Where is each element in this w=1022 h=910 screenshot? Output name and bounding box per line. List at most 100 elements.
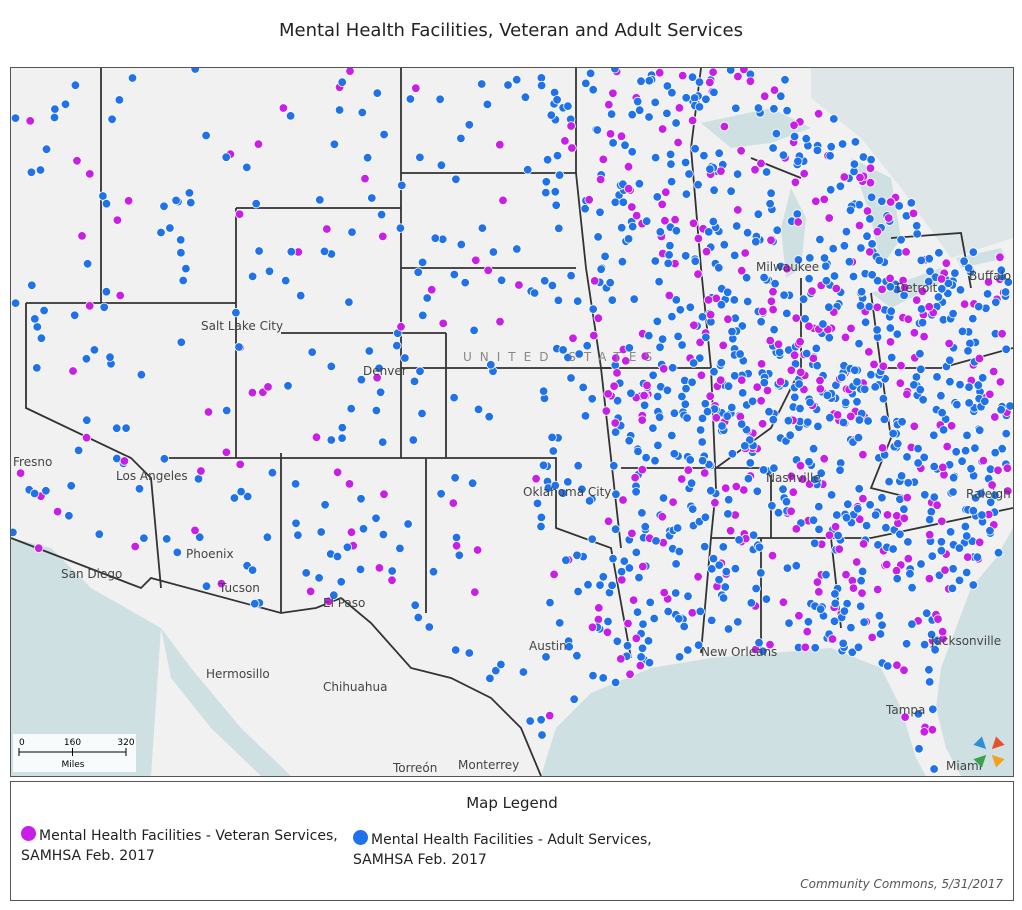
facility-dot xyxy=(885,282,896,292)
facility-dot xyxy=(869,359,879,370)
facility-dot xyxy=(753,209,764,219)
facility-dot xyxy=(693,572,703,582)
facility-dot xyxy=(863,416,873,426)
facility-dot xyxy=(616,131,627,141)
facility-dot xyxy=(805,397,815,408)
facility-dot xyxy=(689,320,699,330)
facility-dot xyxy=(844,256,855,267)
facility-dot xyxy=(918,395,928,405)
facility-dot xyxy=(372,88,383,98)
facility-dot xyxy=(815,234,825,245)
facility-dot xyxy=(101,198,112,209)
facility-dot xyxy=(830,589,840,599)
facility-dot xyxy=(322,224,332,234)
facility-dot xyxy=(553,295,564,306)
facility-dot xyxy=(677,340,687,350)
facility-dot xyxy=(811,196,821,207)
legend-item: Mental Health Facilities - Adult Service… xyxy=(353,830,663,870)
facility-dot xyxy=(15,468,26,478)
facility-dot xyxy=(881,523,891,533)
facility-dot xyxy=(491,665,501,676)
facility-dot xyxy=(324,596,334,607)
facility-dot xyxy=(732,221,742,231)
facility-dot xyxy=(538,460,549,471)
facility-dot xyxy=(739,485,749,495)
facility-dot xyxy=(665,240,675,251)
facility-dot xyxy=(708,216,719,227)
facility-dot xyxy=(249,599,260,609)
facility-dot xyxy=(687,377,697,388)
facility-dot xyxy=(242,491,253,502)
facility-dot xyxy=(649,613,659,624)
scale-bar: 0 160 320 Miles xyxy=(13,734,136,772)
legend-item: Mental Health Facilities - Veteran Servi… xyxy=(21,826,341,866)
facility-dot xyxy=(912,295,922,305)
facility-dot xyxy=(883,661,893,671)
facility-dot xyxy=(657,334,668,344)
facility-dot xyxy=(804,457,814,467)
facility-dot xyxy=(701,94,711,105)
facility-dot xyxy=(637,643,648,654)
facility-dot xyxy=(794,379,804,389)
facility-dot xyxy=(293,530,303,540)
facility-dot xyxy=(545,597,555,608)
place-label: Tucson xyxy=(218,581,260,595)
facility-dot xyxy=(582,341,592,351)
facility-dot xyxy=(545,710,555,721)
facility-dot xyxy=(963,346,973,356)
facility-dot xyxy=(839,606,850,616)
facility-dot xyxy=(548,446,559,456)
facility-dot xyxy=(283,381,293,391)
facility-dot xyxy=(866,192,877,203)
facility-dot xyxy=(903,553,914,564)
facility-dot xyxy=(32,322,43,332)
facility-dot xyxy=(996,265,1007,275)
facility-dot xyxy=(758,306,768,317)
facility-dot xyxy=(974,353,985,364)
facility-dot xyxy=(718,340,728,351)
facility-dot xyxy=(554,170,565,180)
facility-dot xyxy=(963,552,973,562)
facility-dot xyxy=(764,407,774,417)
facility-dot xyxy=(512,244,522,254)
facility-dot xyxy=(636,76,646,86)
facility-dot xyxy=(885,323,896,333)
facility-dot xyxy=(176,247,186,258)
facility-dot xyxy=(696,370,707,381)
facility-dot xyxy=(839,241,850,251)
facility-dot xyxy=(364,346,375,356)
facility-dot xyxy=(732,169,743,179)
facility-dot xyxy=(616,566,627,577)
facility-dot xyxy=(190,68,200,74)
facility-dot xyxy=(677,474,687,484)
facility-dot xyxy=(644,657,655,668)
facility-dot xyxy=(637,508,647,518)
facility-dot xyxy=(937,627,948,637)
facility-dot xyxy=(347,227,357,237)
place-label: Raleigh xyxy=(966,487,1011,501)
facility-dot xyxy=(995,252,1005,262)
facility-dot xyxy=(858,493,868,504)
facility-dot xyxy=(581,78,591,89)
facility-dot xyxy=(766,296,777,307)
facility-dot xyxy=(85,169,95,179)
facility-dot xyxy=(865,500,875,510)
facility-dot xyxy=(677,391,687,402)
facility-dot xyxy=(372,373,382,383)
facility-dot xyxy=(532,498,543,509)
facility-dot xyxy=(184,188,195,198)
facility-dot xyxy=(867,632,877,643)
facility-dot xyxy=(540,276,550,286)
facility-dot xyxy=(893,439,903,449)
facility-dot xyxy=(734,535,744,545)
facility-dot xyxy=(356,375,367,385)
facility-dot xyxy=(622,641,633,651)
facility-dot xyxy=(547,280,558,291)
facility-dot xyxy=(826,185,836,195)
facility-dot xyxy=(959,299,970,309)
facility-dot xyxy=(743,296,753,307)
facility-dot xyxy=(355,564,366,575)
facility-dot xyxy=(89,345,100,355)
facility-dot xyxy=(987,480,997,490)
logo-part xyxy=(973,736,987,750)
